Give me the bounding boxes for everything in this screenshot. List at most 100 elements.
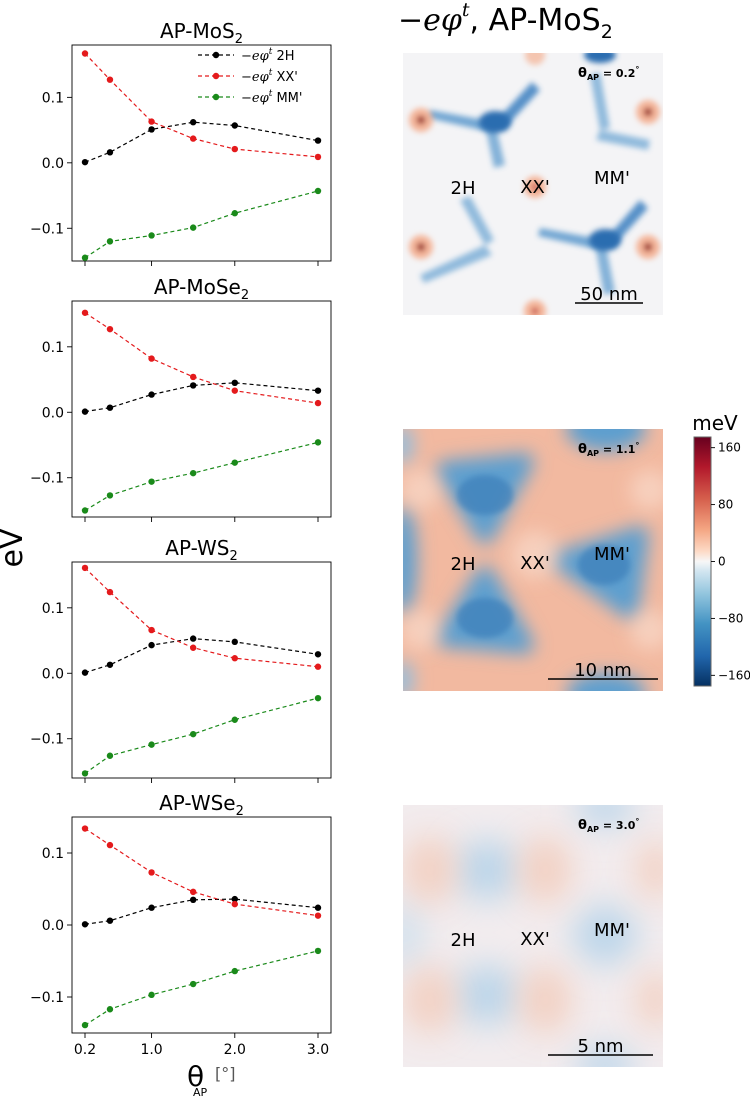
colorbar-ticks: 160 80 0 −80 −160 [711,441,750,682]
data-point [106,149,114,156]
data-point [106,752,114,759]
x-axis-label: θ AP [°] [187,1060,235,1097]
data-point [189,896,197,903]
scale-bar-label: 50 nm [580,284,638,305]
y-tick-label: 0.0 [42,666,64,682]
twist-angle-value: = 3.0 [599,819,636,832]
data-point [189,135,197,142]
data-point [189,980,197,988]
chart-title-subscript: 2 [229,549,237,564]
data-point [148,904,155,911]
series-line [84,567,319,668]
data-point [81,507,89,514]
data-point [106,661,114,668]
line-charts: AP-MoS2−0.10.00.1−eφt 2H−eφt XX'−eφt MM'… [30,19,332,1058]
twist-angle-label: θAP = 3.0° [578,817,639,834]
scale-bar-label: 10 nm [574,660,632,681]
data-point [189,888,197,896]
data-point [189,644,197,651]
colorbar-tick-label: 0 [718,555,726,569]
colorbar-tick-label: −160 [718,668,750,682]
y-tick-label: 0.1 [42,601,64,617]
chart-title-subscript: 2 [235,32,243,47]
twist-angle-unit: ° [635,65,639,74]
series-line [84,950,319,1026]
data-point [231,895,238,903]
data-point [314,153,322,161]
data-point [81,825,89,832]
data-point [106,325,114,333]
data-point [106,76,114,83]
data-point [231,900,238,908]
colorbar-gradient [693,436,712,687]
series-line [84,382,319,413]
twist-angle-label: θAP = 0.2° [578,65,639,82]
data-point [314,694,322,702]
y-tick-label: 0.0 [42,405,64,421]
series-line [84,637,319,674]
y-tick-label: −0.1 [30,221,64,237]
data-point [189,469,197,477]
data-point [314,187,322,195]
legend-name: MM' [272,91,302,106]
x-tick-label: 2.0 [224,1042,246,1058]
stacking-site-label: 2H [451,930,476,951]
potential-map-1.1 [403,429,663,691]
data-point [148,355,155,362]
chart-title: AP-WS2 [165,536,237,564]
colorbar-tick-label: 80 [718,498,733,512]
data-point [148,741,155,748]
twist-angle-label: θAP = 1.1° [578,441,639,458]
data-point [231,379,238,387]
legend-label: −eφt MM' [241,89,302,106]
legend-sup: t [269,89,273,99]
data-point [106,1006,114,1013]
twist-angle-subscript: AP [587,449,599,458]
legend-prefix: −eφ [241,91,270,106]
colorbar-tick-label: 160 [718,441,741,455]
chart-title: AP-WSe2 [159,791,244,819]
map-title-superscript: t [462,0,470,21]
y-tick-label: 0.1 [42,340,64,356]
data-point [189,373,197,381]
data-point [81,158,89,166]
data-point [314,663,322,670]
data-point [231,459,238,466]
stacking-site-label: 2H [451,178,476,199]
chart-title-text: AP-WS [165,536,229,560]
series-line [84,121,319,163]
plot-frame [71,44,332,262]
data-point [148,232,155,239]
data-point [81,564,89,572]
data-point [148,391,155,398]
data-point [81,408,89,415]
legend-name: XX' [272,70,298,85]
data-point [314,904,322,911]
twist-angle-subscript: AP [587,73,599,82]
data-point [314,137,322,144]
data-point [148,478,155,485]
stacking-site-label: MM' [594,168,630,189]
data-point [148,641,155,649]
map-title-subscript: 2 [601,21,613,43]
chart-title: AP-MoSe2 [154,275,249,303]
chart-panel-2: AP-WS2 −0.1 0.0 0.1 [30,536,332,783]
stacking-site-label: XX' [520,553,550,574]
legend-label: −eφt 2H [241,47,295,64]
y-tick-label: −0.1 [30,732,64,748]
map-title-material: , AP-MoS [470,3,601,38]
legend-name: 2H [272,49,294,64]
chart-title-text: AP-MoS [160,19,235,43]
data-point [106,404,114,411]
legend: −eφt 2H −eφt XX' −eφt MM' [198,47,302,106]
data-point [314,912,322,919]
data-point [314,399,322,407]
data-point [231,638,238,646]
data-point [231,716,238,723]
chart-title-text: AP-WSe [159,791,235,815]
series-line [84,697,319,774]
data-point [314,387,322,394]
potential-map-3.0 [403,805,663,1067]
data-point [231,210,238,217]
plot-frame [71,816,332,1034]
